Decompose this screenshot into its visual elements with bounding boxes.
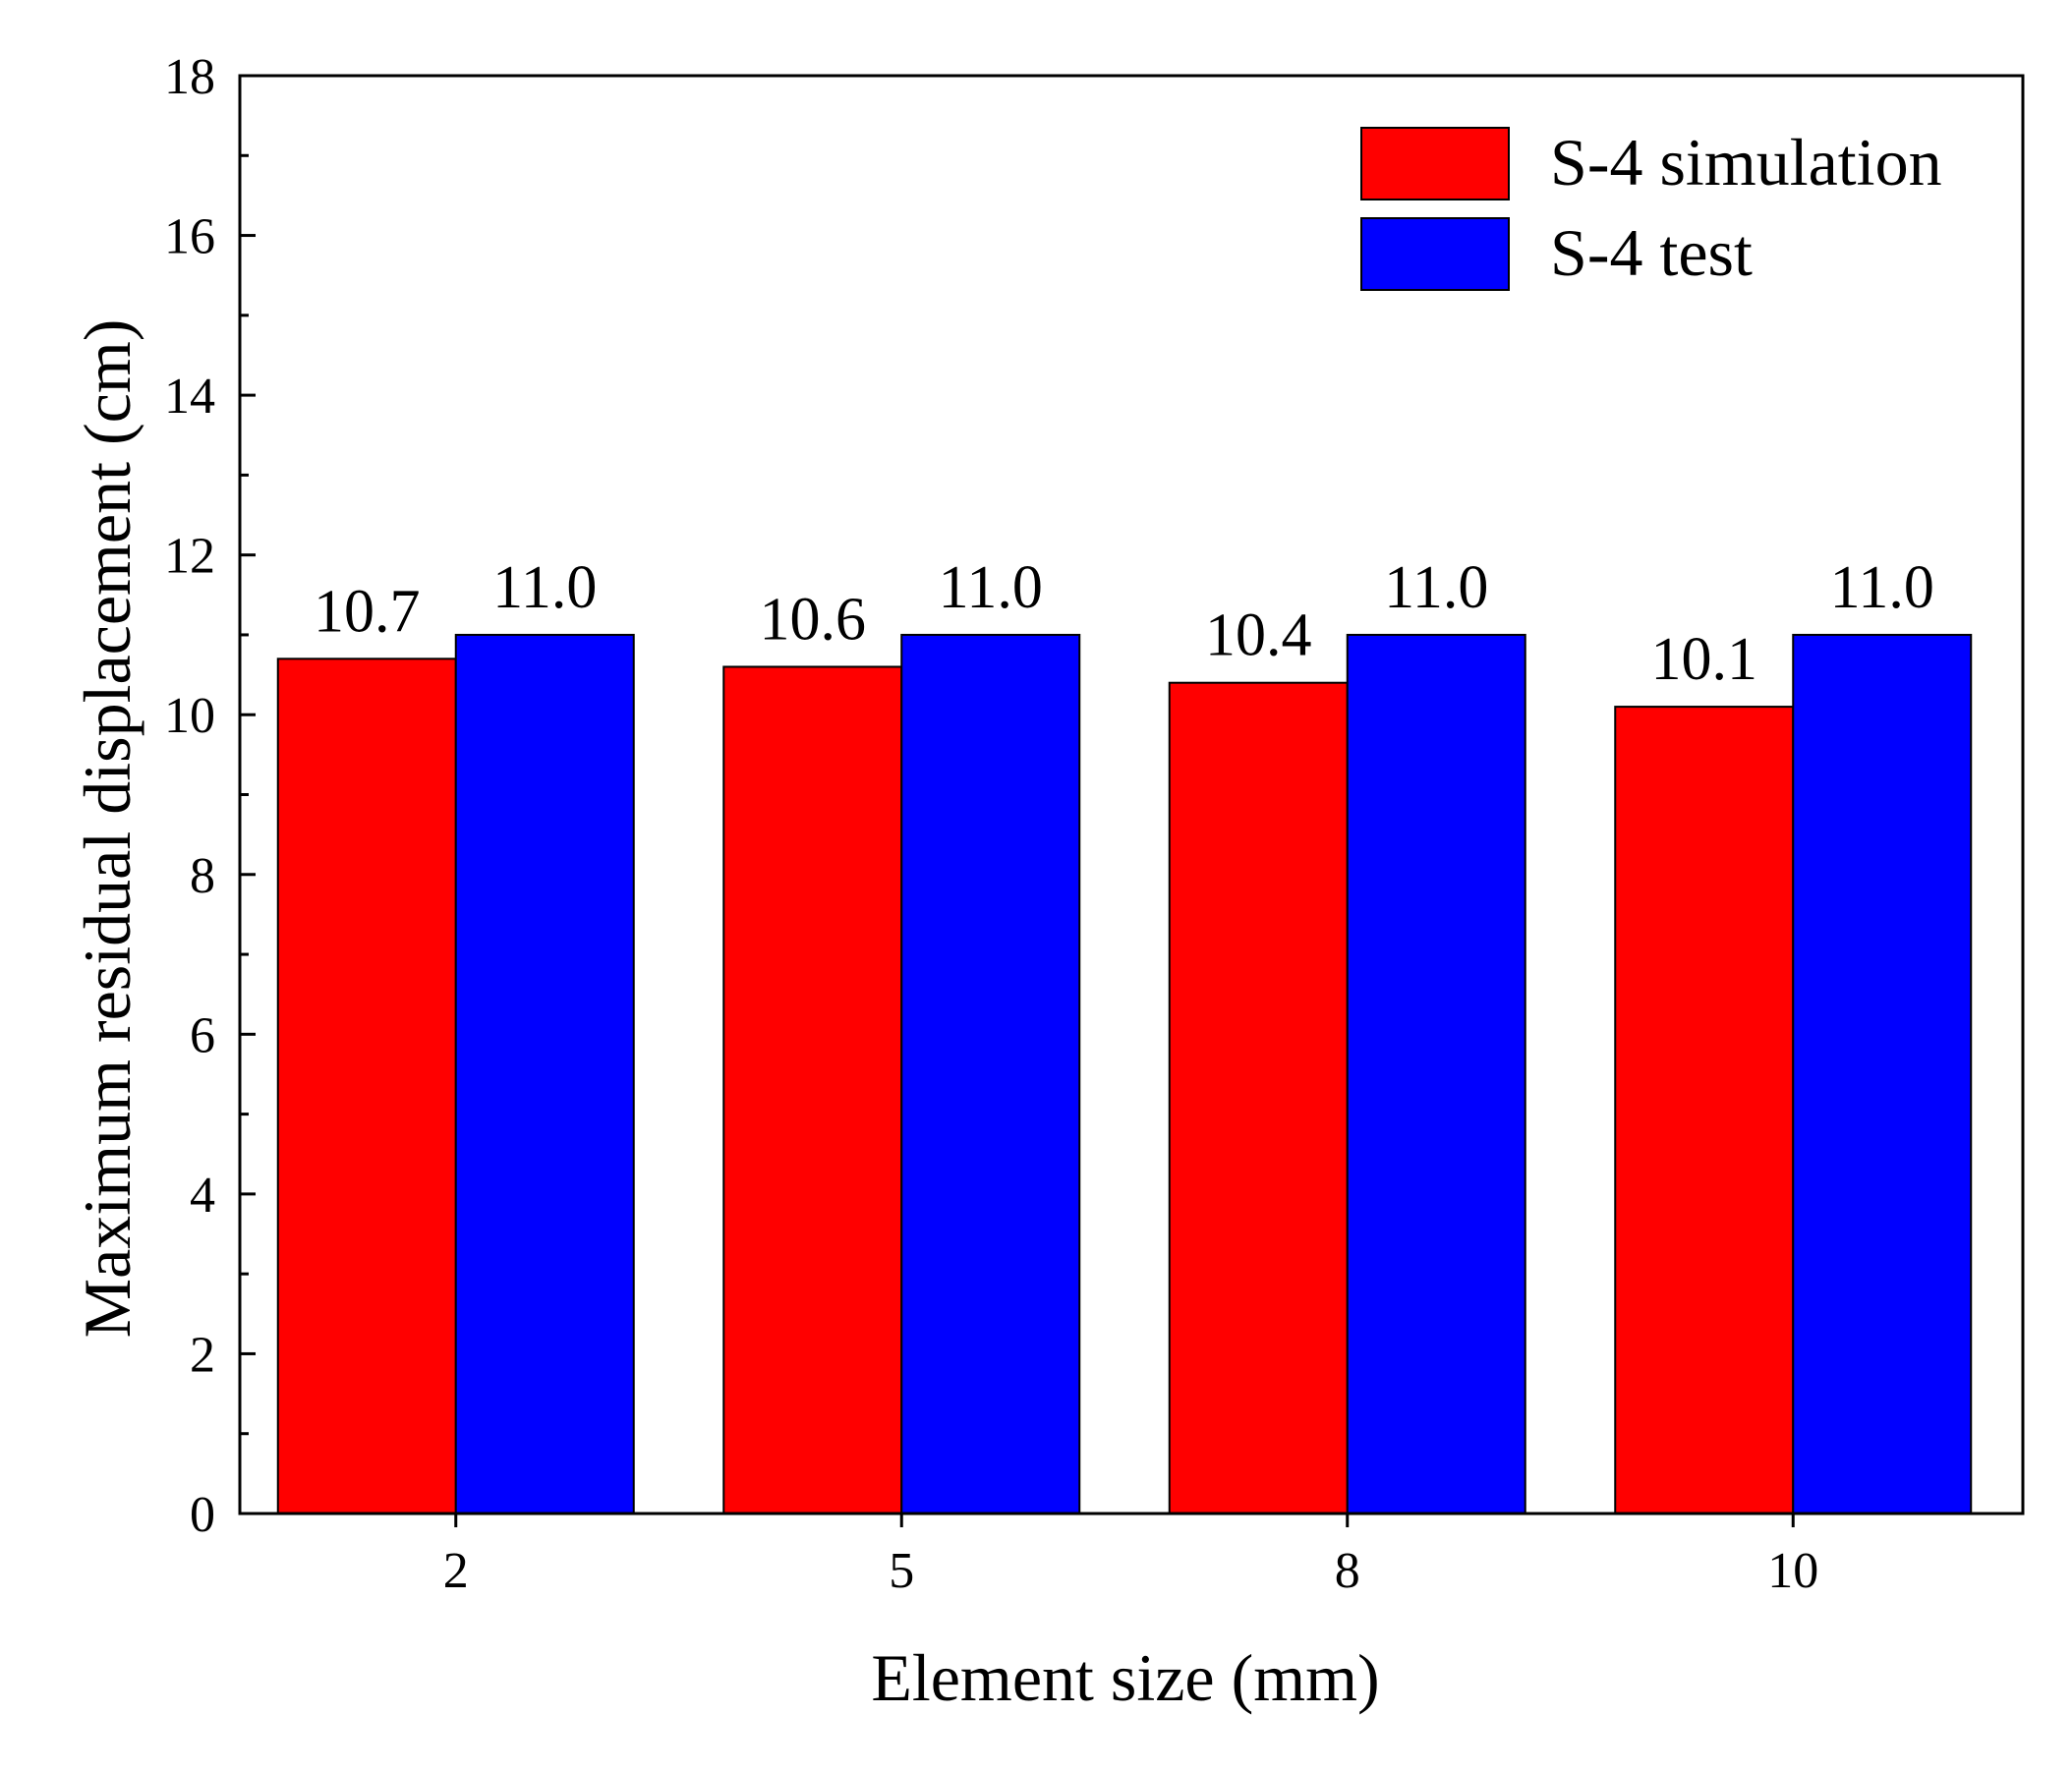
data-labels-layer: 10.7 11.0 10.6 11.0 10.4 11.0 10.1 11.0: [314, 554, 1934, 693]
data-label-test-10: 11.0: [1830, 554, 1934, 621]
data-label-simulation-2: 10.7: [314, 578, 421, 645]
axes-layer: 2 5 8 10 0 2 4 6 8 10 12 14 16 18: [164, 49, 2025, 1599]
bar-simulation-2: [276, 657, 457, 1515]
y-tick-label-8: 8: [190, 848, 215, 904]
bar-simulation-10: [1614, 706, 1795, 1515]
data-label-test-8: 11.0: [1384, 554, 1488, 621]
bar-test-2: [454, 633, 635, 1515]
data-label-test-5: 11.0: [939, 554, 1043, 621]
y-tick-label-16: 16: [164, 209, 215, 265]
legend-swatch-simulation: [1360, 127, 1510, 200]
legend-label-test: S-4 test: [1550, 215, 1753, 290]
y-tick-label-2: 2: [190, 1327, 215, 1383]
data-label-simulation-10: 10.1: [1651, 626, 1758, 693]
x-tick-label-8: 8: [1335, 1543, 1360, 1599]
y-tick-label-10: 10: [164, 688, 215, 744]
legend-label-simulation: S-4 simulation: [1550, 125, 1942, 200]
bar-test-10: [1792, 633, 1973, 1515]
bar-test-8: [1346, 633, 1526, 1515]
x-tick-label-2: 2: [443, 1543, 469, 1599]
y-axis-title: Maximum residual displacement (cm): [70, 319, 144, 1339]
y-tick-label-6: 6: [190, 1007, 215, 1063]
data-label-test-2: 11.0: [492, 554, 597, 621]
data-label-simulation-5: 10.6: [760, 586, 867, 653]
legend: S-4 simulation S-4 test: [1360, 125, 1942, 291]
x-axis-title: Element size (mm): [871, 1640, 1379, 1715]
y-tick-label-18: 18: [164, 49, 215, 105]
legend-swatch-test: [1360, 217, 1510, 291]
y-tick-label-0: 0: [190, 1487, 215, 1543]
y-tick-label-12: 12: [164, 529, 215, 585]
bars-layer: [276, 633, 1973, 1515]
data-label-simulation-8: 10.4: [1205, 602, 1312, 669]
x-tick-label-5: 5: [889, 1543, 914, 1599]
y-tick-label-4: 4: [190, 1168, 215, 1224]
bar-simulation-5: [722, 665, 903, 1515]
x-tick-label-10: 10: [1767, 1543, 1818, 1599]
bar-test-5: [900, 633, 1081, 1515]
y-tick-label-14: 14: [164, 369, 215, 425]
bar-simulation-8: [1168, 681, 1349, 1515]
